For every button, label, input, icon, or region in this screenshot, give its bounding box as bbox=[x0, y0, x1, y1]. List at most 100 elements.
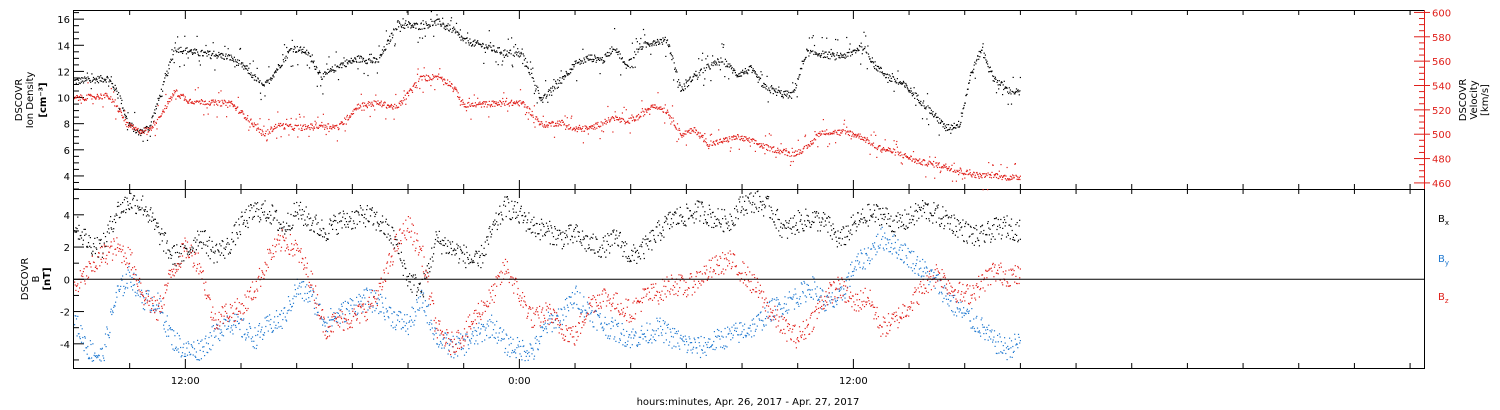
data-point bbox=[693, 222, 695, 224]
data-point bbox=[933, 202, 935, 204]
data-point bbox=[639, 46, 641, 48]
data-point bbox=[487, 236, 489, 238]
data-point bbox=[761, 209, 763, 211]
data-point bbox=[608, 119, 610, 121]
data-point bbox=[373, 100, 375, 102]
data-point bbox=[486, 47, 488, 49]
data-point bbox=[1016, 178, 1018, 180]
data-point bbox=[814, 211, 816, 213]
data-point bbox=[233, 104, 235, 106]
data-point bbox=[115, 87, 117, 89]
data-point bbox=[570, 224, 572, 226]
data-point bbox=[882, 207, 884, 209]
data-point bbox=[344, 130, 346, 132]
data-point bbox=[337, 129, 340, 131]
data-point bbox=[747, 197, 749, 199]
data-point bbox=[335, 70, 337, 72]
data-point bbox=[417, 68, 419, 70]
data-point bbox=[867, 139, 869, 141]
data-point bbox=[433, 246, 435, 248]
data-point bbox=[553, 136, 556, 138]
data-point bbox=[284, 57, 286, 59]
data-point bbox=[600, 121, 602, 123]
data-point bbox=[936, 205, 938, 207]
data-point bbox=[104, 80, 106, 82]
data-point bbox=[743, 73, 745, 75]
data-point bbox=[146, 127, 149, 129]
data-point bbox=[556, 122, 558, 124]
data-point bbox=[887, 218, 889, 220]
data-point bbox=[977, 174, 979, 176]
data-point bbox=[870, 215, 872, 217]
data-point bbox=[939, 166, 941, 168]
data-point bbox=[604, 54, 606, 56]
data-point bbox=[771, 146, 773, 149]
data-point bbox=[384, 102, 386, 104]
data-point bbox=[915, 104, 917, 106]
data-point bbox=[578, 128, 580, 130]
data-point bbox=[729, 150, 731, 152]
data-point bbox=[616, 48, 618, 50]
data-point bbox=[160, 96, 162, 98]
data-point bbox=[407, 92, 409, 94]
data-point bbox=[235, 221, 237, 223]
data-point bbox=[797, 229, 799, 231]
data-point bbox=[935, 221, 937, 223]
data-point bbox=[729, 138, 731, 140]
data-point bbox=[541, 222, 543, 224]
data-point bbox=[318, 126, 320, 128]
data-point bbox=[478, 250, 480, 252]
data-point bbox=[96, 78, 98, 81]
data-point bbox=[335, 220, 337, 222]
data-point bbox=[578, 61, 580, 63]
data-point bbox=[288, 124, 291, 126]
data-point bbox=[900, 151, 902, 153]
data-point bbox=[193, 103, 195, 105]
data-point bbox=[922, 208, 924, 210]
data-point bbox=[682, 215, 684, 218]
data-point bbox=[503, 103, 505, 105]
data-point bbox=[498, 47, 500, 49]
data-point bbox=[675, 69, 677, 71]
data-point bbox=[589, 238, 591, 240]
data-point bbox=[336, 124, 338, 126]
data-point bbox=[694, 211, 696, 213]
data-point bbox=[147, 129, 149, 131]
data-point bbox=[720, 57, 722, 59]
data-point bbox=[79, 82, 81, 85]
data-point bbox=[395, 105, 397, 107]
data-point bbox=[250, 118, 252, 120]
data-point bbox=[261, 204, 263, 206]
data-point bbox=[778, 149, 780, 151]
data-point bbox=[357, 212, 360, 214]
data-point bbox=[566, 73, 568, 75]
data-point bbox=[344, 60, 346, 62]
data-point bbox=[898, 220, 900, 222]
data-point bbox=[831, 238, 833, 240]
data-point bbox=[311, 124, 313, 126]
data-point bbox=[998, 170, 1000, 172]
data-point bbox=[646, 111, 648, 113]
data-point bbox=[605, 53, 607, 55]
data-point bbox=[230, 102, 232, 104]
data-point bbox=[369, 59, 371, 61]
data-point bbox=[403, 27, 405, 29]
data-point bbox=[368, 220, 370, 223]
data-point bbox=[891, 231, 893, 233]
data-point bbox=[283, 226, 285, 228]
data-point bbox=[465, 42, 467, 44]
data-point bbox=[675, 71, 677, 73]
data-point bbox=[653, 40, 655, 42]
data-point bbox=[883, 148, 885, 150]
data-point bbox=[150, 124, 152, 126]
data-point bbox=[402, 100, 404, 102]
data-point bbox=[94, 82, 96, 84]
data-point bbox=[980, 176, 982, 178]
data-point bbox=[684, 133, 686, 135]
data-point bbox=[672, 117, 674, 119]
data-point bbox=[365, 104, 367, 106]
data-point bbox=[794, 155, 796, 157]
data-point bbox=[699, 137, 701, 139]
data-point bbox=[536, 102, 538, 104]
data-point bbox=[802, 230, 804, 232]
